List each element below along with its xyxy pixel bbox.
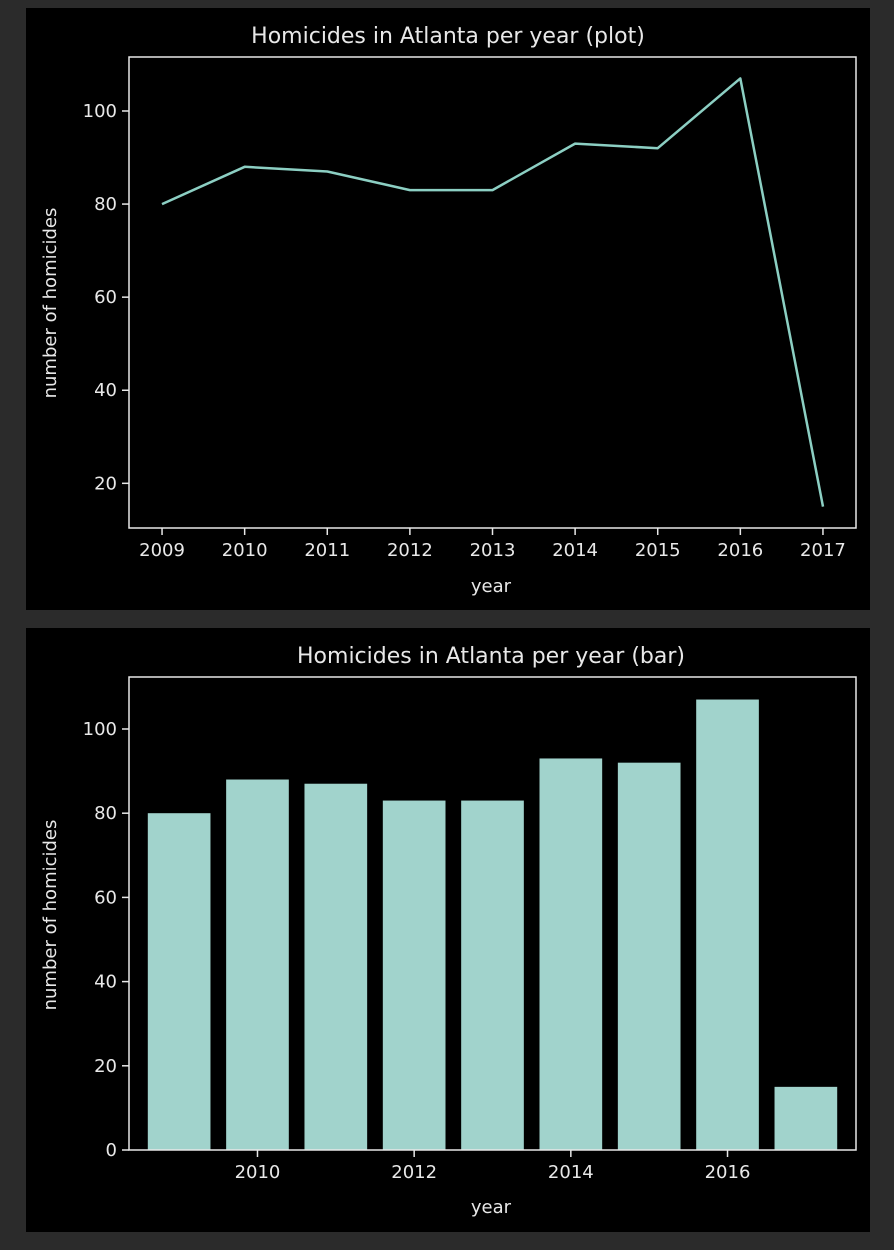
x-tick-label: 2015 [635, 540, 681, 561]
bar-chart-panel: Homicides in Atlanta per year (bar) year… [26, 628, 870, 1232]
y-tick-label: 40 [94, 972, 117, 993]
chart-title: Homicides in Atlanta per year (bar) [297, 644, 685, 669]
y-tick-label: 0 [106, 1140, 117, 1161]
x-tick-label: 2010 [222, 540, 268, 561]
bar [696, 699, 759, 1150]
y-axis-label: number of homicides [40, 208, 61, 399]
x-tick-label: 2009 [139, 540, 185, 561]
x-axis-label: year [471, 576, 512, 597]
bar [461, 800, 524, 1150]
x-tick-label: 2014 [552, 540, 598, 561]
x-tick-label: 2011 [304, 540, 350, 561]
x-tick-label: 2013 [470, 540, 516, 561]
bar [617, 762, 681, 1150]
line-chart-panel: Homicides in Atlanta per year (plot) yea… [26, 8, 870, 610]
series-line [161, 77, 825, 507]
bar [539, 758, 603, 1150]
y-tick-label: 80 [94, 803, 117, 824]
x-tick-label: 2014 [548, 1162, 594, 1183]
y-tick-label: 60 [94, 287, 117, 308]
y-tick-label: 20 [94, 1056, 117, 1077]
y-tick-label: 100 [83, 101, 117, 122]
y-tick-label: 40 [94, 380, 117, 401]
y-axis-label: number of homicides [40, 820, 61, 1011]
bar [304, 783, 368, 1150]
x-tick-label: 2016 [717, 540, 763, 561]
y-tick-label: 20 [94, 473, 117, 494]
y-tick-label: 60 [94, 887, 117, 908]
x-tick-label: 2016 [705, 1162, 751, 1183]
line-chart: Homicides in Atlanta per year (plot) yea… [40, 24, 857, 597]
y-tick-label: 100 [83, 719, 117, 740]
plot-frame [128, 676, 857, 1151]
x-tick-label: 2010 [235, 1162, 281, 1183]
x-tick-label: 2012 [391, 1162, 437, 1183]
bar-chart: Homicides in Atlanta per year (bar) year… [40, 644, 857, 1218]
chart-title: Homicides in Atlanta per year (plot) [251, 24, 645, 49]
x-tick-label: 2017 [800, 540, 846, 561]
bar [226, 779, 289, 1150]
x-axis-label: year [471, 1197, 512, 1218]
y-tick-label: 80 [94, 194, 117, 215]
bar [382, 800, 446, 1150]
plot-frame [128, 56, 857, 529]
bar [147, 813, 211, 1150]
bar [774, 1086, 838, 1150]
x-tick-label: 2012 [387, 540, 433, 561]
